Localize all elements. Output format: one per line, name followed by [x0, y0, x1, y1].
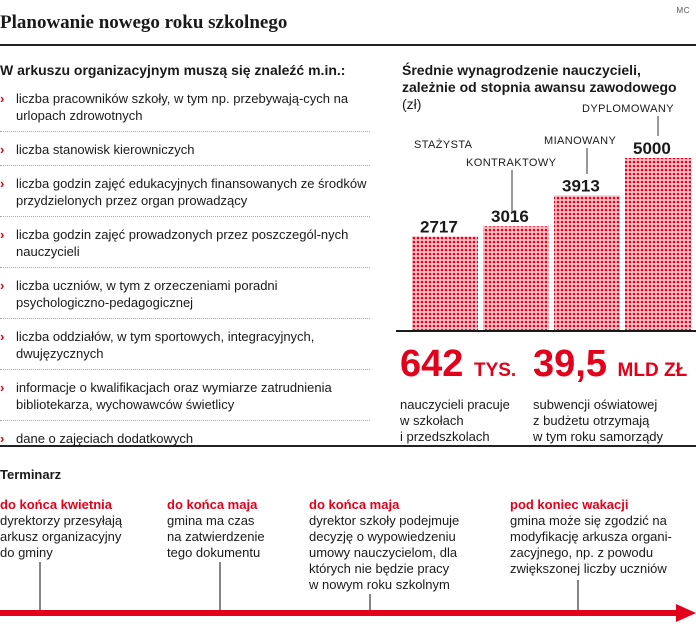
chart-title-text: Średnie wynagrodzenie nauczycieli, zależ…: [402, 62, 677, 95]
timeline-arrow: [0, 562, 696, 622]
list-item: › liczba pracowników szkoły, w tym np. pr…: [0, 87, 370, 132]
salary-bar-chart: 2717 STAŻYSTA 3016 KONTRAKTOWY 3913 MIANOWANY…: [396, 103, 696, 332]
arrow-icon: ›: [0, 91, 5, 106]
arrow-icon: ›: [0, 329, 5, 344]
timeline-event: do końca kwietnia dyrektorzy przesyłają …: [0, 497, 122, 561]
list-item: › dane o zajęciach dodatkowych: [0, 431, 194, 446]
list-item: › liczba godzin zajęć edukacyjnych finans…: [0, 172, 370, 217]
event-text-line: na zatwierdzenie: [167, 529, 265, 544]
bar-mianowany: [554, 195, 620, 330]
timeline-arrowhead: [676, 604, 696, 622]
category-label: KONTRAKTOWY: [466, 157, 557, 169]
stat-value: 39,5: [533, 343, 607, 385]
bar-kontraktowy: [483, 226, 549, 330]
stat-subsidy: 39,5 MLD ZŁ subwencji oświatowej z budże…: [533, 344, 687, 445]
event-text-line: arkusz organizacyjny: [0, 529, 122, 544]
event-text-line: modyfikację arkusza organi-: [510, 529, 672, 544]
stat-text-line: z budżetu otrzymają: [533, 413, 650, 428]
value-label: 5000: [633, 139, 671, 158]
mid-divider: [0, 445, 696, 447]
arrow-icon: ›: [0, 380, 5, 395]
list-heading: W arkuszu organizacyjnym muszą się znale…: [0, 62, 346, 78]
list-item: › liczba stanowisk kierowniczych: [0, 138, 370, 166]
chart-title: Średnie wynagrodzenie nauczycieli, zależ…: [402, 62, 694, 113]
category-label: MIANOWANY: [544, 135, 617, 147]
timeline-heading: Terminarz: [0, 467, 62, 482]
value-label: 3016: [491, 207, 529, 226]
arrow-icon: ›: [0, 431, 5, 446]
stat-teachers: 642 TYS. nauczycieli pracuje w szkołach …: [400, 344, 516, 445]
arrow-icon: ›: [0, 227, 5, 242]
arrow-icon: ›: [0, 142, 5, 157]
stat-text-line: w szkołach: [400, 413, 464, 428]
chart-unit: (zł): [402, 96, 422, 112]
event-text-line: których nie będzie pracy: [309, 561, 450, 576]
event-text-line: umowy nauczycielom, dla: [309, 545, 458, 560]
value-label: 3913: [562, 176, 600, 195]
timeline-event: do końca maja gmina ma czas na zatwierdz…: [167, 497, 265, 561]
event-text-line: zwiększonej liczby uczniów: [510, 561, 667, 576]
event-text-line: w nowym roku szkolnym: [309, 577, 450, 592]
arrow-icon: ›: [0, 176, 5, 191]
category-label: DYPLOMOWANY: [582, 103, 674, 115]
timeline-event: do końca maja dyrektor szkoły podejmuje …: [309, 497, 459, 593]
event-text-line: decyzję o wypowiedzeniu: [309, 529, 456, 544]
bar-dyplomowany: [625, 158, 691, 330]
list-item: › liczba uczniów, w tym z orzeczeniami po…: [0, 274, 370, 319]
event-text-line: do gminy: [0, 545, 53, 560]
stat-text-line: w tym roku samorządy: [533, 429, 664, 444]
list-item: › liczba godzin zajęć prowadzonych przez …: [0, 223, 370, 268]
event-text-line: gmina może się zgodzić na: [510, 513, 667, 528]
event-text-line: dyrektor szkoły podejmuje: [309, 513, 460, 528]
arrow-icon: ›: [0, 278, 5, 293]
event-text-line: tego dokumentu: [167, 545, 261, 560]
stat-text-line: subwencji oświatowej: [533, 397, 658, 412]
bar-stażysta: [412, 236, 478, 330]
requirements-list: › liczba pracowników szkoły, w tym np. pr…: [0, 87, 370, 460]
event-date: pod koniec wakacji: [510, 497, 629, 512]
stat-unit: TYS.: [473, 360, 517, 381]
page-title: Planowanie nowego roku szkolnego: [0, 12, 288, 33]
timeline-line: [0, 610, 676, 616]
top-divider: [0, 44, 696, 46]
credit: MC: [676, 6, 690, 15]
stat-value: 642: [400, 343, 464, 385]
event-date: do końca maja: [167, 497, 258, 512]
timeline-event: pod koniec wakacji gmina może się zgodzi…: [510, 497, 672, 577]
event-text-line: zacyjnego, np. z powodu: [510, 545, 654, 560]
event-text-line: gmina ma czas: [167, 513, 255, 528]
list-item: › liczba oddziałów, w tym sportowych, int…: [0, 325, 370, 370]
event-date: do końca maja: [309, 497, 400, 512]
stat-unit: MLD ZŁ: [617, 360, 688, 381]
value-label: 2717: [420, 218, 458, 237]
event-text-line: dyrektorzy przesyłają: [0, 513, 123, 528]
stat-text-line: i przedszkolach: [400, 429, 490, 444]
stat-text-line: nauczycieli pracuje: [400, 397, 510, 412]
category-label: STAŻYSTA: [414, 138, 473, 151]
event-date: do końca kwietnia: [0, 497, 112, 512]
list-item: › informacje o kwalifikacjach oraz wymiar…: [0, 376, 370, 421]
